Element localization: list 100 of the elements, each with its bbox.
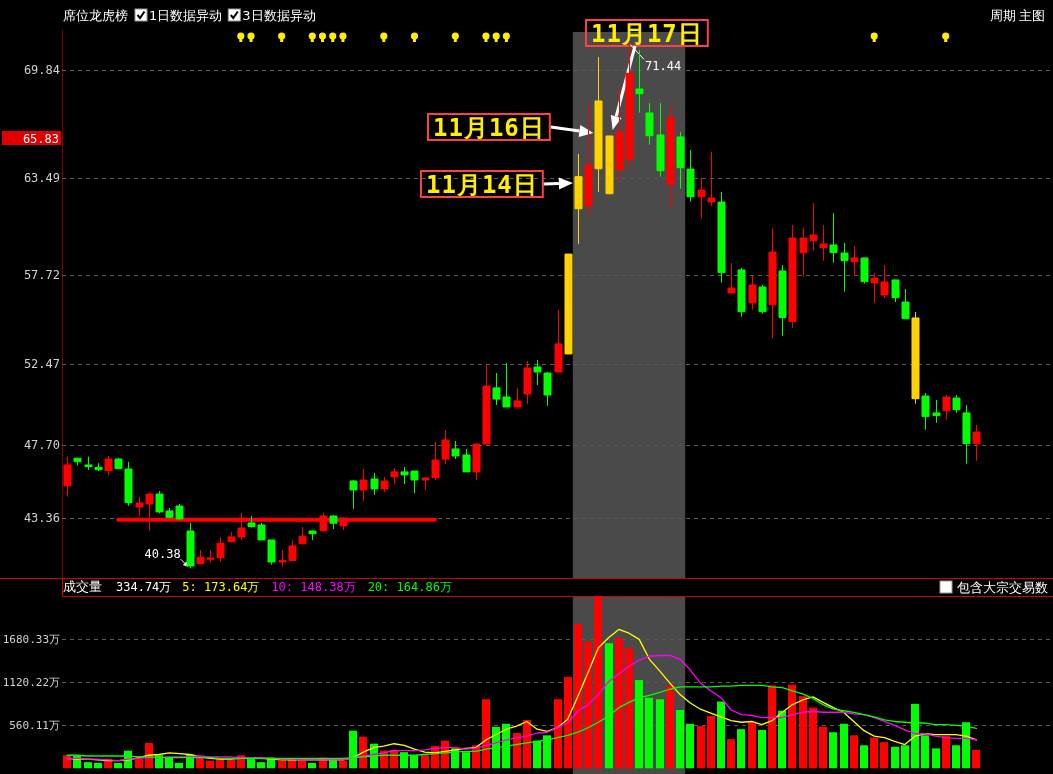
candlestick (748, 275, 757, 311)
bar (175, 762, 183, 769)
candlestick (829, 212, 838, 264)
y-tick-label: 57.72 (23, 268, 60, 283)
candlestick (891, 279, 900, 303)
bar (880, 742, 888, 769)
candlestick (737, 267, 746, 318)
bar (748, 721, 756, 769)
candlestick (73, 457, 82, 467)
candlestick (390, 467, 399, 485)
candlestick (370, 472, 379, 496)
bar (768, 685, 776, 769)
bar (707, 716, 715, 769)
bar (891, 746, 899, 769)
candlestick (717, 191, 726, 284)
bar (554, 699, 562, 769)
bar (135, 759, 143, 769)
candlestick (666, 105, 675, 210)
chart-title: 成交量 (63, 579, 102, 594)
callout: 11月14日 (420, 170, 573, 199)
candlestick (860, 257, 869, 285)
candlestick (921, 392, 930, 431)
candlestick (94, 462, 103, 472)
candlestick (645, 102, 654, 146)
candlestick (635, 49, 644, 114)
bar (932, 748, 940, 769)
annotation: 11月14日 (426, 171, 538, 199)
candlestick (942, 394, 951, 421)
annotation: 11月16日 (433, 114, 545, 142)
bar (257, 762, 265, 769)
bar (860, 745, 868, 769)
bar (114, 762, 122, 769)
candlestick (768, 227, 777, 340)
bar (870, 737, 878, 769)
bar (594, 596, 602, 769)
candlestick (697, 176, 706, 220)
bar (737, 729, 745, 769)
annotation: 11月17日 (591, 20, 703, 48)
bar (697, 726, 705, 769)
candlestick (564, 253, 573, 355)
candlestick (298, 526, 307, 545)
candlestick (554, 309, 563, 374)
bar (819, 726, 827, 769)
bar (676, 709, 684, 769)
bar (84, 762, 92, 769)
callout: 11月16日 (427, 113, 594, 142)
candlestick (952, 394, 961, 414)
bar (308, 762, 316, 769)
bar (809, 707, 817, 769)
candlestick (574, 153, 583, 245)
bar (686, 723, 694, 769)
candlestick (349, 479, 358, 510)
candlestick (329, 514, 338, 530)
candlestick (932, 399, 941, 424)
candlestick (308, 530, 317, 541)
header-item: 包含大宗交易数 (939, 580, 1048, 595)
bar (727, 739, 735, 769)
candlestick (676, 131, 685, 190)
bar (656, 699, 664, 769)
bar (778, 710, 786, 769)
candlestick (758, 284, 767, 315)
price-tag: 65.83 (2, 131, 61, 146)
text: 席位龙虎榜 (63, 8, 128, 23)
bar (901, 745, 909, 769)
bar (788, 684, 796, 769)
candlestick (962, 404, 971, 465)
candlestick (972, 424, 981, 462)
candlestick (84, 456, 93, 471)
bar (196, 757, 204, 769)
y-tick-label: 1680.33万 (2, 633, 60, 647)
y-tick-label: 63.49 (23, 170, 60, 185)
y-tick-label: 69.84 (23, 63, 60, 78)
bar (206, 760, 214, 769)
legend: 5: 173.64万 10: 148.38万 20: 164.86万 (182, 580, 452, 594)
bar (513, 733, 521, 769)
bar (298, 760, 306, 769)
candlestick (359, 468, 368, 502)
bar (829, 732, 837, 769)
bar (421, 755, 429, 769)
candlestick (63, 456, 72, 498)
bar (666, 685, 674, 769)
candlestick (462, 448, 471, 473)
y-tick-label: 1120.22万 (2, 676, 60, 690)
bar (339, 760, 347, 769)
line-series (66, 654, 978, 762)
bar (942, 736, 950, 769)
candlestick (727, 262, 736, 295)
annotation: 71.44 (645, 59, 682, 74)
candlestick (901, 288, 910, 320)
candlestick (707, 151, 716, 207)
text: 周期 (990, 8, 1016, 23)
bar (952, 745, 960, 769)
candlestick (319, 512, 328, 533)
bar (278, 760, 286, 769)
candlestick (656, 102, 665, 178)
y-tick-label: 52.47 (23, 356, 60, 371)
bar (574, 624, 582, 769)
candlestick (788, 224, 797, 329)
bar (615, 637, 623, 769)
candlestick (594, 56, 603, 193)
